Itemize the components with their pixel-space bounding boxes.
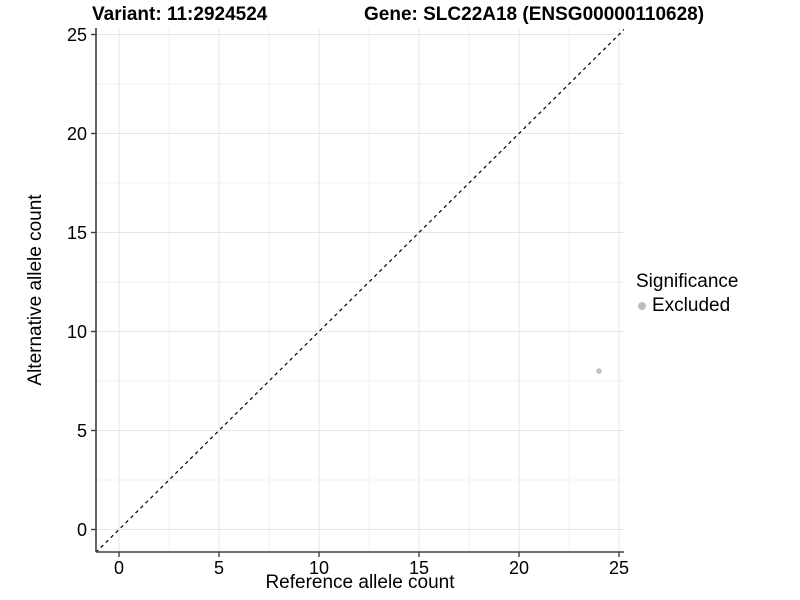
legend: Significance Excluded — [636, 271, 738, 318]
x-tick-label: 20 — [509, 558, 529, 578]
x-tick-label: 0 — [114, 558, 124, 578]
legend-item-label: Excluded — [652, 294, 731, 316]
y-tick-label: 5 — [77, 421, 87, 441]
y-tick-label: 25 — [67, 25, 87, 45]
x-tick-label: 25 — [609, 558, 629, 578]
legend-dot-icon — [638, 302, 646, 311]
x-tick-label: 10 — [309, 558, 329, 578]
y-tick-label: 10 — [67, 322, 87, 342]
plot-title-variant: Variant: 11:2924524 — [92, 4, 268, 25]
y-tick-label: 0 — [77, 520, 87, 540]
y-tick-label: 15 — [67, 223, 87, 243]
legend-item-excluded: Excluded — [636, 295, 738, 318]
legend-title: Significance — [636, 271, 739, 292]
data-point — [596, 368, 602, 374]
identity-line — [96, 28, 624, 552]
plot-title-gene: Gene: SLC22A18 (ENSG00000110628) — [364, 4, 705, 25]
x-axis-title: Reference allele count — [265, 572, 455, 593]
x-tick-label: 5 — [214, 558, 224, 578]
x-tick-label: 15 — [409, 558, 429, 578]
y-tick-label: 20 — [67, 124, 87, 144]
